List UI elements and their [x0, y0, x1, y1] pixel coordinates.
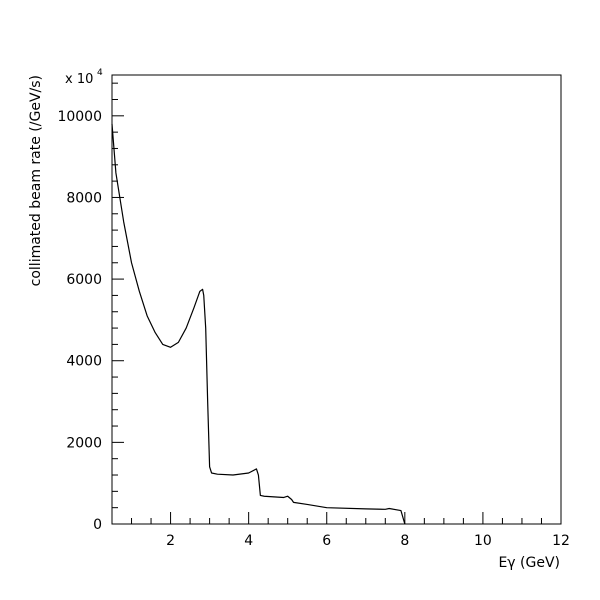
y-tick-label: 8000	[66, 190, 102, 206]
y-tick-label: 6000	[66, 272, 102, 288]
x-tick-label: 10	[474, 533, 492, 549]
y-axis-ticks: 0 2000 4000 6000 8000 10000	[57, 82, 124, 533]
y-tick-label: 2000	[66, 435, 102, 451]
y-multiplier-base: x 10	[65, 72, 93, 87]
y-axis-label: collimated beam rate (/GeV/s)	[28, 75, 44, 286]
x-tick-label: 12	[552, 533, 570, 549]
y-tick-label: 10000	[57, 109, 102, 125]
y-multiplier-exponent: 4	[97, 68, 103, 78]
x-tick-label: 6	[322, 533, 331, 549]
x-axis-label: Eγ (GeV)	[498, 555, 560, 571]
series-layer	[111, 123, 406, 525]
x-axis-ticks: 2 4 6 8 10 12	[131, 512, 570, 549]
x-tick-label: 2	[166, 533, 175, 549]
plot-frame	[111, 74, 562, 525]
series-line	[111, 123, 406, 525]
y-tick-label: 4000	[66, 354, 102, 370]
x-tick-label: 8	[400, 533, 409, 549]
x-tick-label: 4	[244, 533, 253, 549]
y-tick-label: 0	[93, 517, 102, 533]
